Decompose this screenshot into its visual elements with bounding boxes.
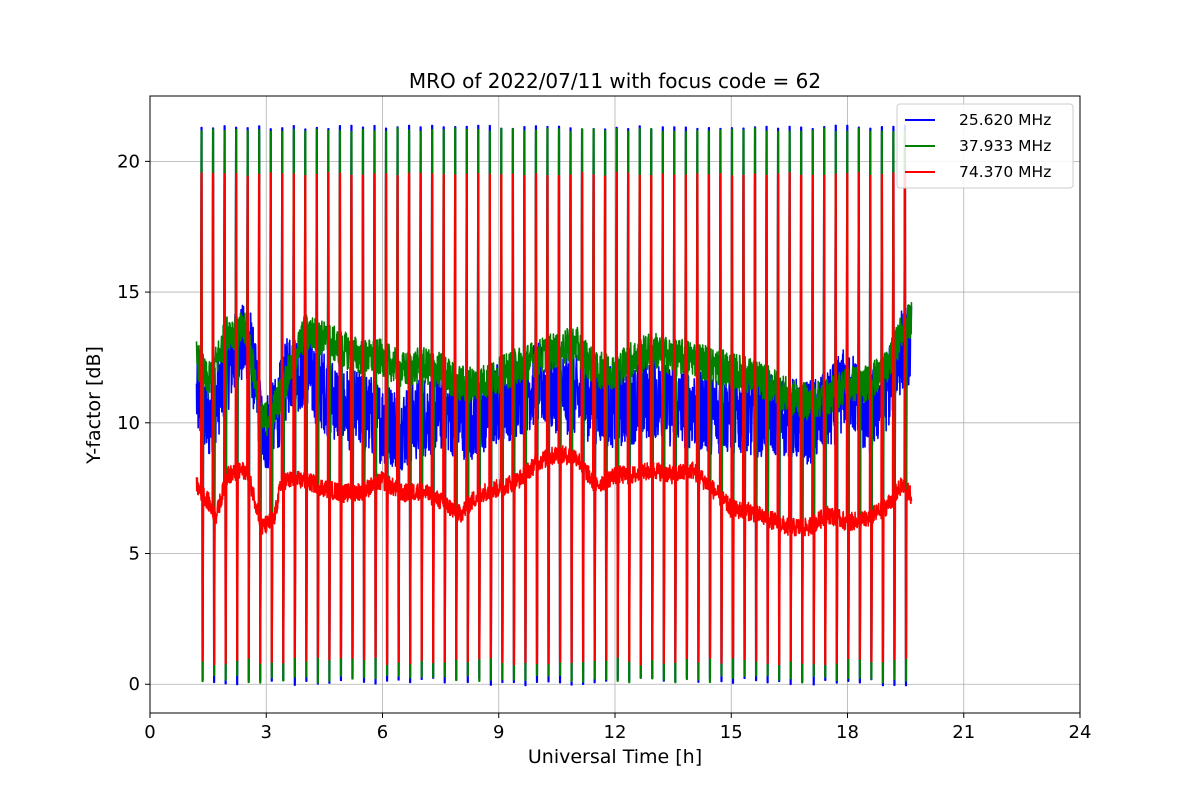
legend-box [896,103,1074,189]
legend-label: 25.620 MHz [959,111,1051,129]
x-tick-label: 12 [604,722,627,743]
y-tick-label: 10 [117,413,140,434]
legend-label: 74.370 MHz [959,163,1051,181]
x-axis-label: Universal Time [h] [528,746,702,768]
x-tick-label: 9 [493,722,504,743]
legend-label: 37.933 MHz [959,137,1051,155]
chart-title: MRO of 2022/07/11 with focus code = 62 [409,69,821,93]
x-tick-label: 24 [1069,722,1092,743]
series-74-370-mhz [195,171,913,666]
y-axis-label: Y-factor [dB] [83,346,105,465]
plot-area [195,124,913,687]
y-tick-label: 15 [117,282,140,303]
y-tick-label: 20 [117,151,140,172]
legend: 25.620 MHz 37.933 MHz 74.370 MHz [896,103,1074,189]
y-tick-label: 0 [129,674,140,695]
x-tick-label: 3 [261,722,272,743]
x-tick-label: 18 [836,722,859,743]
series-line [195,171,913,666]
x-tick-label: 15 [720,722,743,743]
x-tick-label: 21 [952,722,975,743]
axis-ticks: 0 3 6 9 12 15 18 21 24 0 5 10 15 20 [117,151,1091,743]
y-tick-label: 5 [129,544,140,565]
x-tick-label: 0 [144,722,155,743]
x-tick-label: 6 [377,722,388,743]
